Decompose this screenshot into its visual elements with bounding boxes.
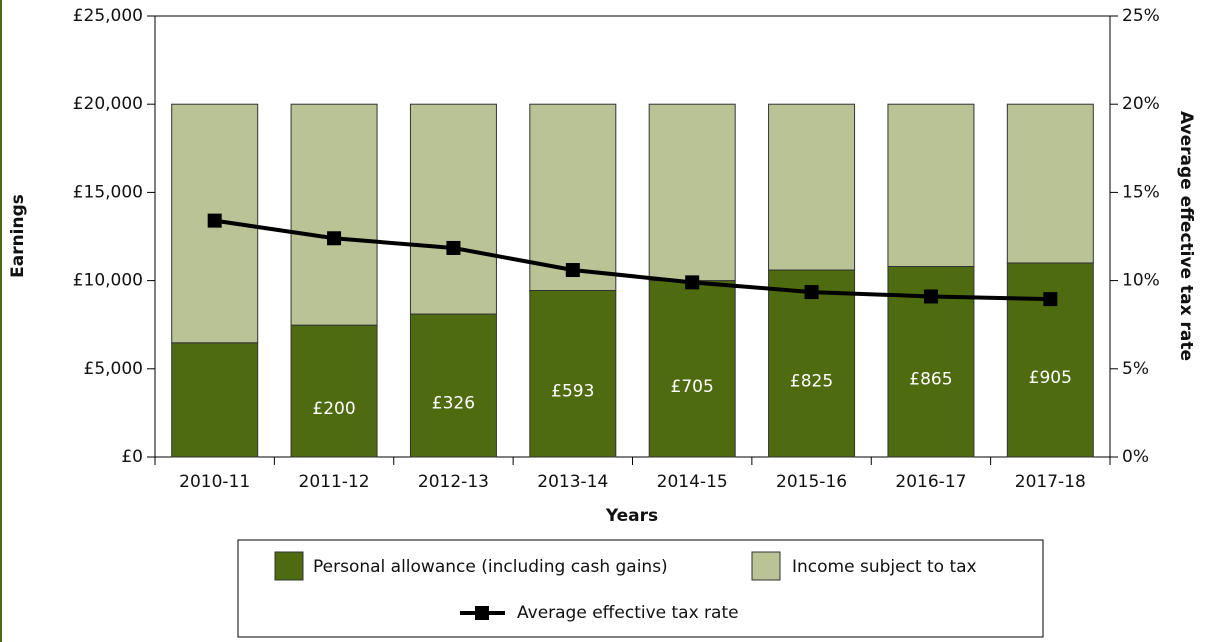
bar-label: £705 xyxy=(671,377,714,397)
x-tick-label: 2011-12 xyxy=(299,472,370,492)
bar xyxy=(290,324,378,458)
x-tick-label: 2017-18 xyxy=(1015,472,1086,492)
x-tick-label: 2015-16 xyxy=(776,472,847,492)
legend-swatch xyxy=(274,551,304,581)
bar xyxy=(648,280,736,458)
x-tick-label: 2014-15 xyxy=(657,472,728,492)
line-marker xyxy=(327,231,342,246)
legend-box xyxy=(237,539,1044,638)
y-tick-label: £15,000 xyxy=(73,182,143,202)
bar-label: £905 xyxy=(1029,368,1072,388)
y-axis-label: Earnings xyxy=(8,194,28,278)
legend-label: Average effective tax rate xyxy=(517,603,739,623)
line-marker xyxy=(923,289,938,304)
bar-label: £200 xyxy=(312,399,355,419)
line-marker xyxy=(685,275,700,290)
y2-tick-label: 25% xyxy=(1122,6,1160,26)
bar xyxy=(648,103,736,282)
bar xyxy=(887,103,975,267)
legend-label: Income subject to tax xyxy=(792,557,977,577)
y-tick-label: £25,000 xyxy=(73,6,143,26)
bar xyxy=(529,103,617,291)
bar xyxy=(171,342,259,458)
bar xyxy=(768,269,856,458)
bar xyxy=(1006,103,1094,264)
y2-tick-label: 0% xyxy=(1122,447,1149,467)
x-tick-label: 2010-11 xyxy=(179,472,250,492)
legend-swatch xyxy=(751,551,781,581)
x-tick-label: 2016-17 xyxy=(895,472,966,492)
bar xyxy=(409,313,497,458)
line-marker xyxy=(207,213,222,228)
bar-label: £825 xyxy=(790,372,833,392)
x-tick-label: 2012-13 xyxy=(418,472,489,492)
line-marker xyxy=(446,240,461,255)
y-tick-label: £10,000 xyxy=(73,271,143,291)
line xyxy=(214,218,1051,302)
bar xyxy=(1006,262,1094,458)
y2-tick-label: 10% xyxy=(1122,271,1160,291)
y-tick-label: £0 xyxy=(121,447,143,467)
y2-tick-label: 5% xyxy=(1122,359,1149,379)
y-tick-label: £20,000 xyxy=(73,94,143,114)
x-tick-label: 2013-14 xyxy=(537,472,608,492)
bar xyxy=(529,289,617,458)
bar-label: £326 xyxy=(432,394,475,414)
y2-tick-label: 15% xyxy=(1122,182,1160,202)
bar-label: £593 xyxy=(551,382,594,402)
legend-label: Personal allowance (including cash gains… xyxy=(313,557,668,577)
bar xyxy=(409,103,497,315)
line-marker xyxy=(804,285,819,300)
line-marker xyxy=(565,263,580,278)
y2-tick-label: 20% xyxy=(1122,94,1160,114)
legend-marker xyxy=(475,606,489,620)
x-axis-label: Years xyxy=(605,506,658,526)
y-tick-label: £5,000 xyxy=(84,359,143,379)
bar xyxy=(290,103,378,326)
y2-axis-label: Average effective tax rate xyxy=(1176,111,1196,361)
bar-label: £865 xyxy=(909,370,952,390)
bar xyxy=(768,103,856,271)
line-marker xyxy=(1043,292,1058,307)
